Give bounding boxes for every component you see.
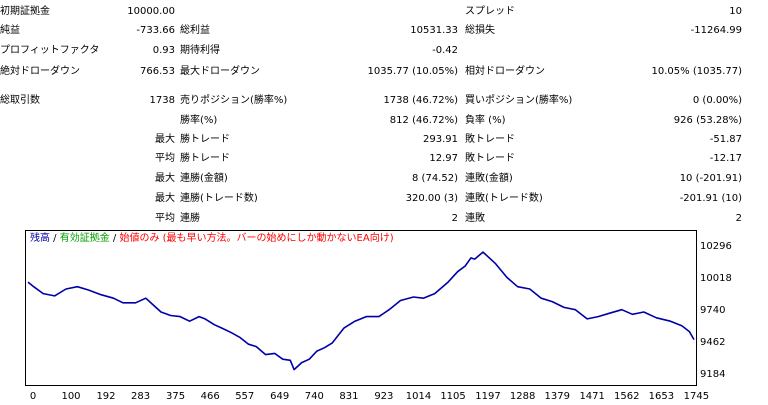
legend-separator-2: / — [109, 233, 120, 244]
max-consec-profit-value: 320.00 (3) — [405, 193, 458, 204]
loss-rate-value: 926 (53.28%) — [673, 115, 742, 126]
y-tick-label: 9740 — [700, 305, 726, 316]
max-consec-wins-value: 8 (74.52) — [412, 173, 458, 184]
long-positions-label: 買いポジション(勝率%) — [465, 95, 573, 106]
total-trades-label: 総取引数 — [0, 95, 40, 106]
average-profit-label: 勝トレード — [180, 153, 230, 164]
y-tick-label: 10296 — [700, 241, 732, 252]
loss-rate-label: 負率 (%) — [465, 115, 506, 126]
x-tick-label: 1653 — [648, 391, 675, 402]
x-tick-label: 1745 — [683, 391, 710, 402]
relative-drawdown-label: 相対ドローダウン — [465, 66, 545, 77]
gross-profit-value: 10531.33 — [410, 25, 458, 36]
x-tick-label: 1471 — [579, 391, 605, 402]
max-consec-profit-prefix: 最大 — [155, 193, 175, 204]
max-consec-losses-value: 10 (-201.91) — [679, 173, 742, 184]
y-tick-label: 10018 — [700, 273, 732, 284]
chart-plot — [27, 251, 695, 371]
profit-factor-label: プロフィットファクタ — [0, 45, 100, 56]
x-tick-label: 1288 — [509, 391, 536, 402]
x-tick-label: 1379 — [544, 391, 570, 402]
x-tick-label: 192 — [96, 391, 116, 402]
expected-payoff-label: 期待利得 — [180, 45, 220, 56]
x-tick-label: 283 — [131, 391, 151, 402]
expected-payoff-value: -0.42 — [432, 45, 458, 56]
largest-loss-value: -51.87 — [709, 134, 742, 145]
avg-consec-losses-label: 連敗 — [465, 213, 485, 224]
avg-consec-losses-value: 2 — [735, 213, 742, 224]
x-tick-label: 557 — [235, 391, 255, 402]
initial-deposit-value: 10000.00 — [127, 6, 175, 17]
absolute-drawdown-value: 766.53 — [140, 66, 175, 77]
average-profit-value: 12.97 — [429, 153, 458, 164]
profit-factor-value: 0.93 — [152, 45, 175, 56]
x-tick-label: 0 — [29, 391, 37, 402]
x-tick-label: 831 — [339, 391, 359, 402]
gross-loss-value: -11264.99 — [690, 25, 742, 36]
legend-equity: 有効証拠金 — [59, 233, 110, 244]
max-consec-wins-label: 連勝(金額) — [180, 173, 228, 184]
x-tick-label: 1105 — [440, 391, 466, 402]
y-tick-label: 9184 — [700, 369, 726, 380]
largest-profit-label: 勝トレード — [180, 134, 230, 145]
x-tick-label: 375 — [166, 391, 186, 402]
x-tick-label: 100 — [61, 391, 81, 402]
avg-consec-wins-label: 連勝 — [180, 213, 200, 224]
x-tick-label: 923 — [374, 391, 394, 402]
chart-legend: 残高 / 有効証拠金 / 始値のみ (最も早い方法。バーの始めにしか動かないEA… — [30, 233, 394, 245]
long-positions-value: 0 (0.00%) — [692, 95, 742, 106]
balance-chart: 残高 / 有効証拠金 / 始値のみ (最も早い方法。バーの始めにしか動かないEA… — [25, 230, 697, 386]
avg-consec-prefix: 平均 — [155, 213, 175, 224]
x-tick-label: 649 — [270, 391, 290, 402]
legend-separator: / — [50, 233, 60, 244]
initial-deposit-label: 初期証拠金 — [0, 6, 50, 17]
max-consec-loss-label: 連敗(トレード数) — [465, 193, 543, 204]
largest-prefix: 最大 — [155, 134, 175, 145]
relative-drawdown-value: 10.05% (1035.77) — [651, 66, 742, 77]
average-loss-label: 敗トレード — [465, 153, 515, 164]
largest-loss-label: 敗トレード — [465, 134, 515, 145]
win-rate-label: 勝率(%) — [180, 115, 218, 126]
max-consec-loss-value: -201.91 (10) — [679, 193, 742, 204]
max-consec-losses-label: 連敗(金額) — [465, 173, 513, 184]
net-profit-value: -733.66 — [136, 25, 175, 36]
net-profit-label: 純益 — [0, 25, 20, 36]
short-positions-value: 1738 (46.72%) — [383, 95, 458, 106]
spread-label: スプレッド — [465, 6, 515, 17]
y-tick-label: 9462 — [700, 337, 726, 348]
spread-value: 10 — [729, 6, 742, 17]
balance-series-line — [27, 251, 695, 371]
x-tick-label: 740 — [304, 391, 324, 402]
x-tick-label: 466 — [200, 391, 220, 402]
gross-profit-label: 総利益 — [180, 25, 210, 36]
maximal-drawdown-value: 1035.77 (10.05%) — [367, 66, 458, 77]
max-consec-prefix: 最大 — [155, 173, 175, 184]
average-loss-value: -12.17 — [709, 153, 742, 164]
x-tick-label: 1014 — [405, 391, 432, 402]
average-prefix: 平均 — [155, 153, 175, 164]
gross-loss-label: 総損失 — [465, 25, 495, 36]
largest-profit-value: 293.91 — [423, 134, 458, 145]
short-positions-label: 売りポジション(勝率%) — [180, 95, 288, 106]
legend-note: 始値のみ (最も早い方法。バーの始めにしか動かないEA向け) — [119, 233, 394, 244]
win-rate-value: 812 (46.72%) — [389, 115, 458, 126]
total-trades-value: 1738 — [149, 95, 175, 106]
x-tick-label: 1562 — [614, 391, 640, 402]
x-tick-label: 1197 — [475, 391, 501, 402]
avg-consec-wins-value: 2 — [451, 213, 458, 224]
maximal-drawdown-label: 最大ドローダウン — [180, 66, 260, 77]
legend-balance: 残高 — [30, 233, 50, 244]
max-consec-profit-label: 連勝(トレード数) — [180, 193, 258, 204]
absolute-drawdown-label: 絶対ドローダウン — [0, 66, 80, 77]
